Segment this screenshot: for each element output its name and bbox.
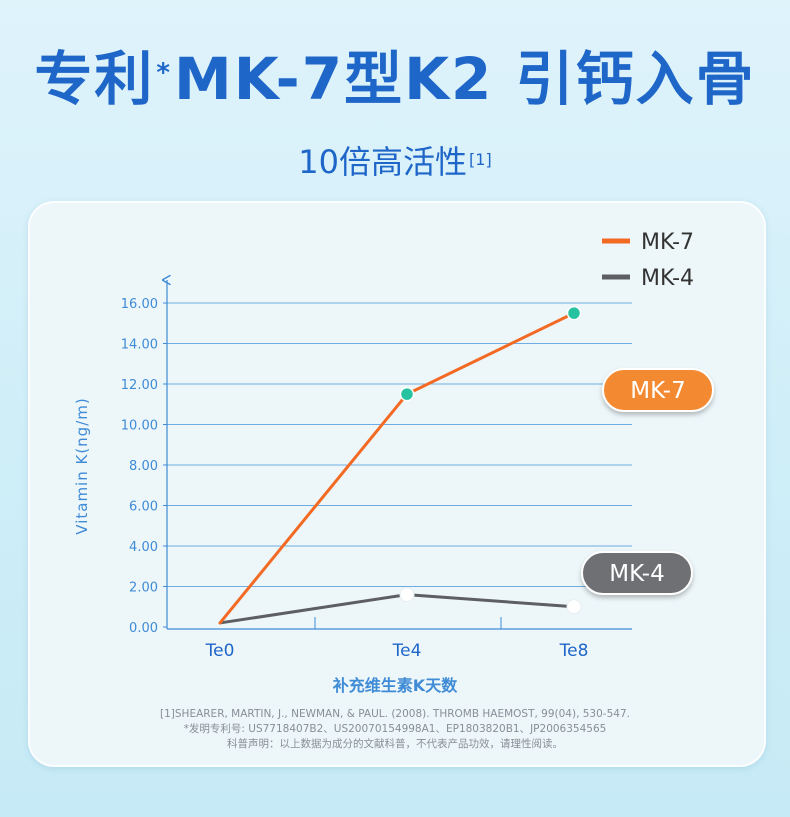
title-part-1: 专利: [34, 45, 155, 113]
footnote-disclaimer: 科普声明：以上数据为成分的文献科普，不代表产品功效，请理性阅读。: [227, 738, 563, 750]
data-point-mk-7: [399, 386, 415, 402]
y-tick-label: 4.00: [129, 540, 158, 555]
series-badge-mk-4: MK-4: [581, 551, 693, 595]
data-point-mk-4: [399, 587, 415, 603]
y-tick-label: 2.00: [129, 581, 158, 596]
badge-background: [602, 368, 714, 412]
series-line-mk-7: [218, 311, 576, 625]
page-subtitle: 10倍高活性 [1]: [0, 140, 790, 184]
x-tick-label: Te4: [392, 641, 422, 661]
y-tick-label: 14.00: [121, 338, 158, 353]
x-axis-title: 补充维生素K天数: [332, 676, 458, 695]
patent-mark: *: [156, 58, 173, 88]
page-title: 专利*MK-7型K2 引钙入骨: [0, 44, 790, 114]
badge-label: MK-4: [609, 561, 664, 587]
subtitle-text: 10倍高活性: [298, 143, 468, 181]
y-tick-label: 0.00: [129, 621, 158, 636]
footnotes: [1]SHEARER, MARTIN, J., NEWMAN, & PAUL. …: [0, 707, 790, 752]
series-line-mk-4: [218, 593, 576, 625]
y-axis-title: Vitamin K(ng/m): [73, 397, 91, 534]
badge-background: [581, 551, 693, 595]
y-tick-label: 6.00: [129, 500, 158, 515]
y-tick-label: 8.00: [129, 459, 158, 474]
legend-label: MK-4: [641, 266, 694, 291]
data-point-mk-4: [566, 599, 582, 615]
y-tick-label: 12.00: [121, 378, 158, 393]
x-tick-label: Te8: [559, 641, 589, 661]
y-tick-label: 16.00: [121, 297, 158, 312]
badge-label: MK-7: [630, 378, 685, 404]
x-tick-label: Te0: [205, 641, 235, 661]
subtitle-reference: [1]: [469, 150, 492, 169]
footnote-reference: [1]SHEARER, MARTIN, J., NEWMAN, & PAUL. …: [160, 708, 630, 720]
series-badge-mk-7: MK-7: [602, 368, 714, 412]
footnote-patent: *发明专利号: US7718407B2、US20070154998A1、EP18…: [183, 723, 607, 735]
y-tick-label: 10.00: [121, 419, 158, 434]
chart-card: [28, 201, 766, 767]
data-point-mk-7: [566, 305, 582, 321]
title-part-2: MK-7型K2 引钙入骨: [174, 45, 756, 113]
legend-label: MK-7: [641, 230, 694, 255]
